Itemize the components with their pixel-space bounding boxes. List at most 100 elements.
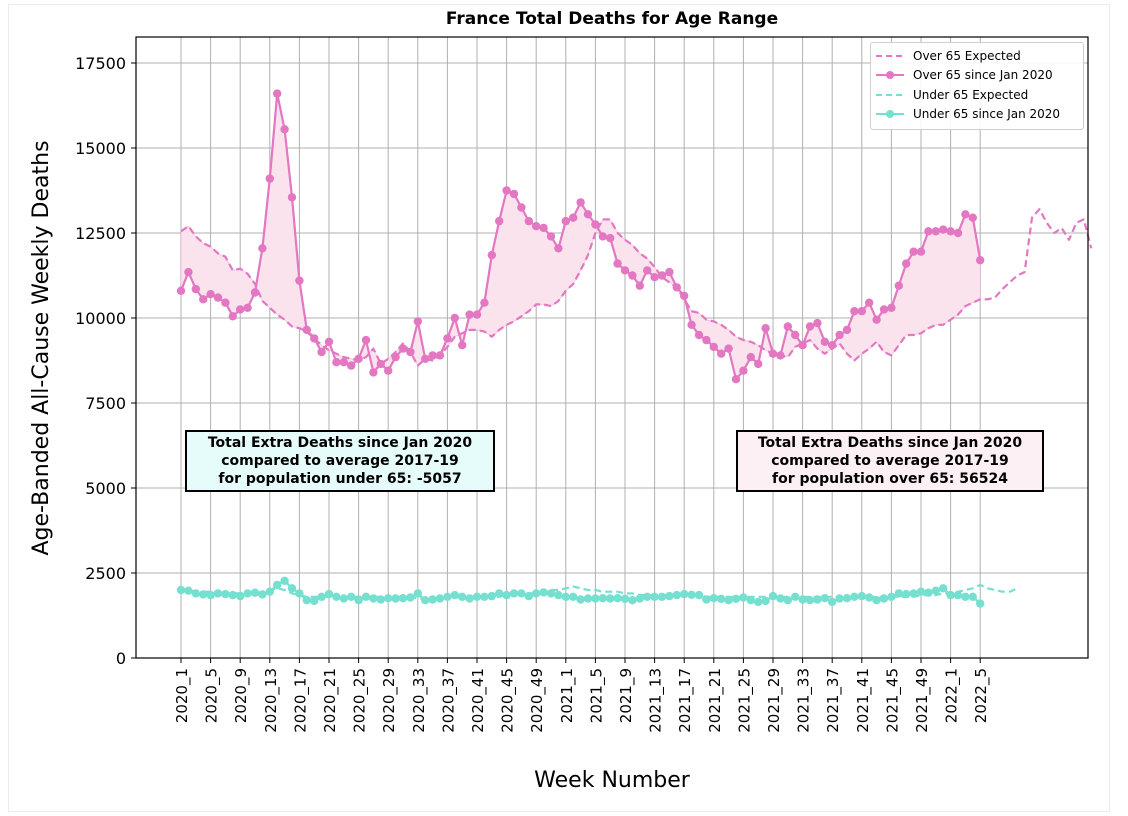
data-point: [709, 342, 718, 352]
data-point: [236, 591, 245, 601]
data-point: [687, 320, 696, 329]
data-point: [798, 595, 807, 604]
legend-label: Under 65 since Jan 2020: [913, 107, 1061, 121]
data-point: [865, 593, 874, 602]
data-point: [310, 334, 319, 343]
annotation-line: for population under 65: -5057: [218, 471, 462, 487]
data-point: [339, 358, 348, 367]
y-tick-label: 15000: [75, 139, 126, 158]
data-point: [657, 592, 667, 601]
data-point: [754, 359, 763, 369]
data-point: [509, 589, 519, 598]
data-point: [347, 361, 356, 370]
data-point: [258, 590, 267, 599]
y-tick-label: 5000: [85, 479, 126, 498]
chart-frame: [8, 4, 1110, 812]
legend-label: Under 65 Expected: [913, 88, 1029, 102]
legend-item-over-65-actual: Over 65 since Jan 2020: [871, 66, 1053, 84]
data-point: [739, 366, 748, 375]
x-tick-label: 2020_49: [528, 668, 547, 733]
data-point: [561, 592, 570, 601]
x-axis-ticks: 2020_1 2020_5 2020_9 2020_13 2020_17 2020_21 2…: [173, 658, 991, 733]
y-tick-label: 10000: [75, 309, 126, 328]
data-point: [295, 276, 304, 285]
data-point: [539, 223, 548, 233]
data-point: [302, 596, 311, 605]
data-point: [391, 594, 400, 603]
data-point: [339, 594, 348, 603]
data-point: [694, 330, 704, 340]
data-point: [902, 259, 911, 268]
data-point: [369, 594, 378, 603]
data-point: [221, 589, 230, 599]
x-tick-label: 2020_9: [232, 668, 251, 723]
data-point: [176, 286, 186, 295]
data-point: [761, 324, 770, 333]
data-point: [620, 594, 630, 603]
data-point: [295, 589, 304, 598]
data-point: [643, 592, 652, 601]
data-point: [384, 594, 393, 603]
data-point: [421, 596, 430, 605]
x-tick-label: 2021_21: [706, 668, 725, 733]
data-point: [569, 592, 578, 601]
data-point: [221, 298, 230, 307]
x-tick-label: 2021_37: [824, 668, 843, 733]
data-point: [850, 592, 859, 601]
data-point: [480, 298, 489, 307]
data-point: [398, 344, 408, 353]
data-point: [465, 594, 474, 603]
data-point: [939, 225, 948, 234]
data-point: [450, 590, 459, 600]
data-point: [650, 273, 659, 282]
data-point: [976, 256, 985, 265]
data-point: [598, 232, 607, 241]
series-4: [176, 576, 985, 608]
data-point: [428, 595, 437, 604]
data-point: [953, 228, 963, 238]
data-point: [746, 352, 755, 362]
data-point: [443, 592, 452, 601]
excess-fill: [180, 93, 981, 380]
data-point: [813, 318, 822, 328]
data-point: [872, 315, 881, 324]
data-point: [776, 594, 785, 603]
data-point: [450, 313, 459, 323]
y-tick-label: 17500: [75, 54, 126, 73]
data-point: [554, 244, 563, 253]
data-point: [680, 291, 689, 301]
data-point: [953, 590, 963, 600]
over-65-excess-area: [180, 93, 981, 380]
data-point: [724, 596, 733, 605]
data-point: [206, 590, 215, 600]
data-point: [391, 352, 400, 362]
data-point: [739, 593, 748, 602]
data-point: [916, 247, 926, 256]
data-point: [561, 216, 570, 226]
data-point: [465, 310, 474, 319]
data-point: [354, 596, 363, 605]
data-point: [576, 595, 585, 604]
x-tick-label: 2021_49: [913, 668, 932, 733]
x-tick-label: 2022_1: [943, 668, 962, 723]
x-tick-label: 2020_45: [499, 668, 518, 733]
data-point: [287, 584, 297, 593]
data-point: [842, 325, 852, 335]
data-point: [236, 305, 245, 314]
y-tick-label: 2500: [85, 564, 126, 583]
data-point: [458, 592, 467, 601]
data-point: [532, 222, 541, 231]
data-point: [798, 341, 807, 350]
data-point: [909, 247, 918, 256]
data-point: [850, 307, 859, 316]
data-point: [250, 288, 260, 297]
data-point: [532, 589, 541, 598]
data-point: [591, 220, 600, 229]
data-point: [694, 590, 704, 600]
legend-swatch: [876, 71, 904, 79]
x-tick-label: 2021_9: [617, 668, 636, 723]
data-point: [472, 592, 482, 601]
data-point: [406, 593, 415, 602]
data-point: [924, 588, 933, 597]
data-point: [273, 89, 282, 98]
